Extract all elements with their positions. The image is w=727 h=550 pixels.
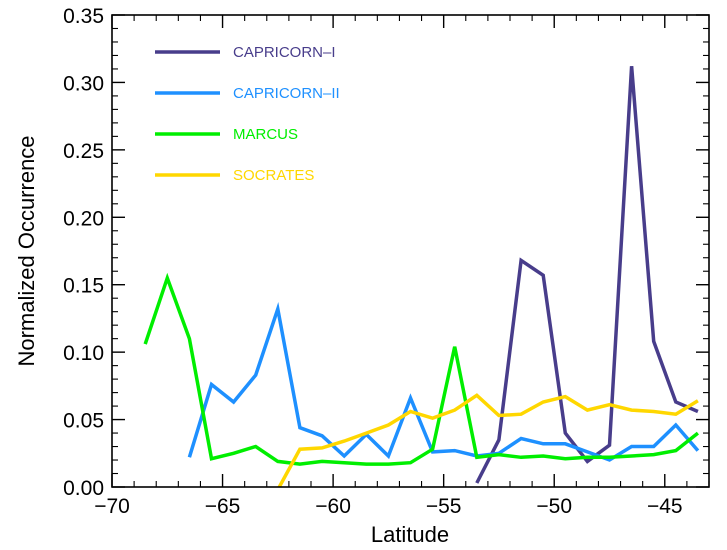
plot-area xyxy=(143,66,700,487)
series-line-3 xyxy=(277,393,699,487)
x-axis-ticks: −70 −65 −60 −55 −50 −45 xyxy=(94,15,710,518)
y-tick-label: 0.35 xyxy=(63,5,104,28)
x-tick-label: −55 xyxy=(426,495,462,518)
y-tick-label: 0.00 xyxy=(63,477,104,500)
legend: CAPRICORN–I CAPRICORN–II MARCUS SOCRATES xyxy=(155,44,340,184)
y-tick-label: 0.15 xyxy=(63,275,104,298)
series-line-2 xyxy=(143,272,699,466)
x-tick-label: −45 xyxy=(647,495,683,518)
y-axis-ticks: 0.00 0.05 0.10 0.15 0.20 0.25 0.30 0.35 xyxy=(63,5,709,500)
legend-label: CAPRICORN–II xyxy=(233,85,340,102)
y-tick-label: 0.25 xyxy=(63,140,104,163)
x-tick-label: −60 xyxy=(315,495,351,518)
x-tick-label: −70 xyxy=(94,495,130,518)
y-tick-label: 0.20 xyxy=(63,207,104,230)
y-tick-label: 0.30 xyxy=(63,72,104,95)
legend-label: MARCUS xyxy=(233,126,298,143)
x-axis-title: Latitude xyxy=(371,522,449,547)
y-tick-label: 0.10 xyxy=(63,342,104,365)
y-axis-title: Normalized Occurrence xyxy=(14,135,39,366)
legend-label: CAPRICORN–I xyxy=(233,44,336,61)
legend-label: SOCRATES xyxy=(233,167,314,184)
y-tick-label: 0.05 xyxy=(63,410,104,433)
plot-frame xyxy=(111,14,710,488)
series-line-1 xyxy=(187,302,700,462)
x-tick-label: −65 xyxy=(205,495,241,518)
series-line-0 xyxy=(475,66,699,484)
x-tick-label: −50 xyxy=(536,495,572,518)
